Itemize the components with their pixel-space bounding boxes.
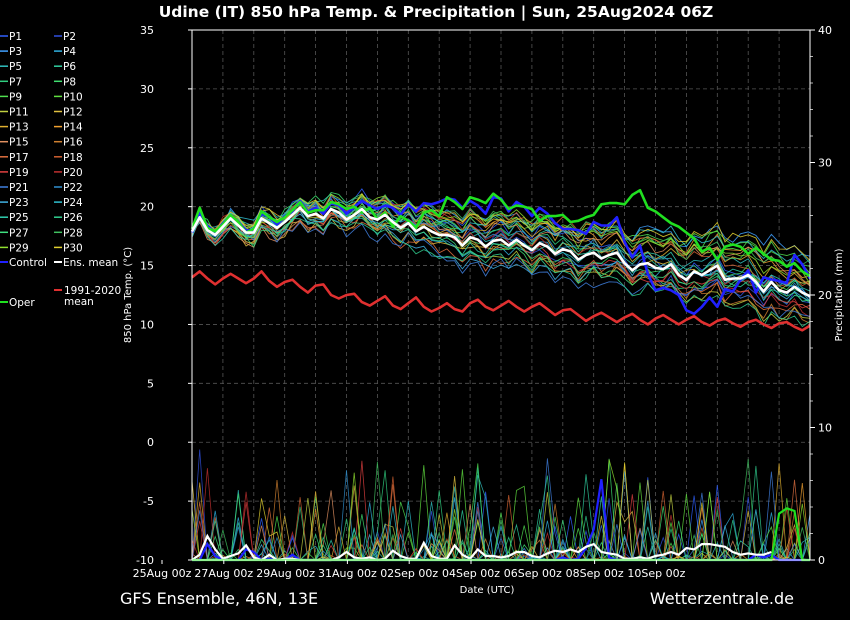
x-tick-label: 27Aug 00z xyxy=(194,567,253,580)
x-axis-label: Date (UTC) xyxy=(460,585,515,596)
x-tick-label: 31Aug 00z xyxy=(318,567,377,580)
legend-label: P8 xyxy=(63,76,76,88)
legend-label: P11 xyxy=(9,107,29,119)
y2-axis-label: Precipitation (mm) xyxy=(834,248,845,341)
member-precip-p18 xyxy=(192,476,810,561)
footer-site-name: Wetterzentrale.de xyxy=(650,589,794,608)
y-tick-label: 15 xyxy=(140,260,154,273)
member-precip-p11 xyxy=(192,479,811,561)
legend-label: P15 xyxy=(9,137,29,149)
member-precip-p17 xyxy=(191,479,810,561)
legend-label: 1991-2020 xyxy=(64,285,121,297)
y-axis-right: 40 30 20 10 0 xyxy=(810,24,832,567)
x-tick-label: 29Aug 00z xyxy=(256,567,315,580)
legend-label: P5 xyxy=(9,61,22,73)
legend-label: P13 xyxy=(9,122,29,134)
legend-label: P2 xyxy=(63,31,76,43)
y2-tick-label: 40 xyxy=(818,24,832,37)
legend-label: Ens. mean xyxy=(63,257,118,269)
legend-label: P1 xyxy=(9,31,22,43)
y-axis-left: 35 30 25 20 15 10 5 0 -5 -10 xyxy=(136,24,192,567)
y-tick-label: -5 xyxy=(143,495,154,508)
y-tick-label: 10 xyxy=(140,318,154,331)
y2-tick-label: 10 xyxy=(818,422,832,435)
x-tick-label: 02Sep 00z xyxy=(380,567,438,580)
main-series xyxy=(190,188,812,332)
legend-label: P29 xyxy=(9,242,29,254)
legend-label: P21 xyxy=(9,182,29,194)
x-tick-label: 06Sep 00z xyxy=(504,567,562,580)
legend-label: P22 xyxy=(63,182,83,194)
chart-title: Udine (IT) 850 hPa Temp. & Precipitation… xyxy=(159,3,714,22)
series-line-1991-2020-mean xyxy=(191,270,811,332)
x-tick-label: 08Sep 00z xyxy=(566,567,624,580)
x-tick-label: 10Sep 00z xyxy=(627,567,685,580)
legend-label: P4 xyxy=(63,46,76,58)
y2-tick-label: 0 xyxy=(818,554,825,567)
legend-label: P10 xyxy=(63,91,83,103)
member-line-p28 xyxy=(191,194,811,266)
series-line-oper xyxy=(190,188,811,278)
member-line-p27 xyxy=(191,206,811,302)
precip-line-control xyxy=(192,479,810,562)
legend-label: P19 xyxy=(9,167,29,179)
y-tick-label: 30 xyxy=(140,83,154,96)
x-tick-label: 04Sep 00z xyxy=(442,567,500,580)
y-tick-label: 5 xyxy=(147,377,154,390)
legend-label: P6 xyxy=(63,61,76,73)
y-tick-label: 25 xyxy=(140,142,154,155)
legend: P1 P2 P3 P4 P5 P6 P7 P8 P9 P10 P11 P12 P13 P14 P15 P16 P… xyxy=(0,31,121,309)
y-tick-label: 20 xyxy=(140,201,154,214)
member-line-p15 xyxy=(191,209,811,287)
legend-label: P24 xyxy=(63,197,83,209)
legend-label: Oper xyxy=(9,297,35,309)
legend-label: P26 xyxy=(63,212,83,224)
legend-label: P9 xyxy=(9,91,22,103)
legend-label: P20 xyxy=(63,167,83,179)
member-precip-p1 xyxy=(192,477,811,561)
y-tick-label: 35 xyxy=(140,24,154,37)
legend-label: P28 xyxy=(63,227,83,239)
legend-label: P23 xyxy=(9,197,29,209)
legend-label: P3 xyxy=(9,46,22,58)
y-tick-label: -10 xyxy=(136,554,154,567)
footer-model-info: GFS Ensemble, 46N, 13E xyxy=(120,589,318,608)
y2-tick-label: 30 xyxy=(818,157,832,170)
legend-label: P12 xyxy=(63,107,83,119)
x-tick-label: 25Aug 00z xyxy=(133,567,192,580)
legend-label: P27 xyxy=(9,227,29,239)
legend-label: P25 xyxy=(9,212,29,224)
member-line-p17 xyxy=(191,215,811,312)
legend-label: P17 xyxy=(9,152,29,164)
precip-line-ens-mean xyxy=(191,533,772,562)
legend-label: Control xyxy=(9,257,47,269)
series-line-ens-mean xyxy=(190,206,811,298)
legend-label: P14 xyxy=(63,122,83,134)
x-axis: 25Aug 00z 27Aug 00z 29Aug 00z 31Aug 00z 02Se… xyxy=(133,560,686,580)
member-line-p20 xyxy=(191,199,811,318)
legend-label: P16 xyxy=(63,137,83,149)
y-axis-label: 850 hPa Temp. (°C) xyxy=(123,247,134,343)
legend-label: mean xyxy=(64,296,94,308)
legend-label: P18 xyxy=(63,152,83,164)
legend-label: P7 xyxy=(9,76,22,88)
legend-label: P30 xyxy=(63,242,83,254)
y-tick-label: 0 xyxy=(147,436,154,449)
y2-tick-label: 20 xyxy=(818,289,832,302)
member-line-p21 xyxy=(191,218,811,319)
